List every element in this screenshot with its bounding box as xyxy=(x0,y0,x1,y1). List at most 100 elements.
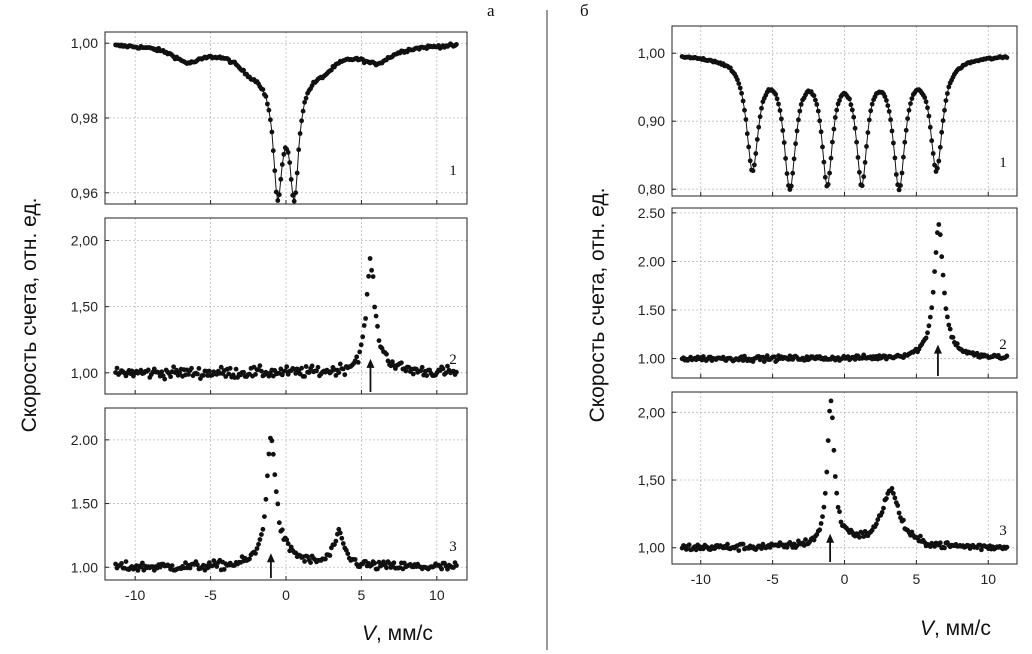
data-point xyxy=(454,563,459,568)
data-point xyxy=(864,144,869,149)
data-point xyxy=(345,551,351,557)
data-point xyxy=(781,140,787,146)
data-point xyxy=(281,151,287,157)
data-point xyxy=(256,541,261,547)
data-point xyxy=(851,114,857,120)
data-point xyxy=(445,363,450,369)
subplot-number: 1 xyxy=(999,155,1007,171)
data-point xyxy=(195,562,200,568)
x-axis-title-b: V, мм/с xyxy=(920,617,991,640)
y-tick-label: 2.00 xyxy=(638,253,665,269)
data-point xyxy=(226,371,232,377)
data-point xyxy=(818,129,824,135)
x-tick-label: 5 xyxy=(912,571,920,587)
data-point xyxy=(288,177,294,182)
data-point xyxy=(746,144,752,150)
data-point xyxy=(375,566,380,572)
data-point xyxy=(940,118,946,123)
data-point xyxy=(740,98,746,104)
y-tick-label: 0,80 xyxy=(638,181,665,197)
data-point xyxy=(855,155,861,160)
data-point xyxy=(830,415,835,421)
data-point xyxy=(376,338,382,343)
data-point xyxy=(399,360,404,366)
data-point xyxy=(937,144,943,150)
data-point xyxy=(263,496,269,502)
data-point xyxy=(257,363,263,369)
data-point xyxy=(308,560,313,565)
y-tick-label: 2,00 xyxy=(71,232,98,248)
data-point xyxy=(327,553,333,558)
data-point xyxy=(935,165,940,171)
data-point xyxy=(135,568,141,573)
data-point xyxy=(832,115,838,120)
data-point xyxy=(932,269,937,274)
data-point xyxy=(119,561,124,566)
x-axis-unit-b: , мм/с xyxy=(934,617,991,640)
data-point xyxy=(253,551,258,556)
data-point xyxy=(861,174,867,180)
data-point xyxy=(254,546,260,551)
data-point xyxy=(339,535,345,541)
data-point xyxy=(756,124,762,130)
data-point xyxy=(925,330,930,336)
x-tick-label: -5 xyxy=(766,571,779,587)
data-point xyxy=(923,335,929,341)
data-point xyxy=(391,560,397,566)
data-point xyxy=(300,108,306,114)
data-point xyxy=(813,97,818,103)
data-point xyxy=(195,371,200,377)
subplot-number: 2 xyxy=(999,337,1007,353)
data-point xyxy=(262,514,267,519)
data-point xyxy=(783,156,788,161)
data-point xyxy=(862,529,868,534)
data-point xyxy=(268,117,273,123)
data-point xyxy=(454,42,459,47)
data-point xyxy=(881,505,886,511)
data-point xyxy=(206,368,212,374)
y-tick-label: 0,98 xyxy=(71,110,98,126)
data-point xyxy=(954,341,960,347)
data-point xyxy=(930,151,936,156)
data-point xyxy=(440,366,446,372)
data-point xyxy=(828,155,834,161)
data-point xyxy=(791,156,797,162)
data-point xyxy=(884,496,889,501)
data-point xyxy=(946,84,952,90)
data-point xyxy=(445,566,450,572)
data-point xyxy=(838,519,844,525)
data-point xyxy=(895,503,901,508)
data-point xyxy=(336,526,342,532)
data-point xyxy=(753,151,759,156)
data-point xyxy=(369,267,374,273)
data-point xyxy=(424,373,430,378)
x-tick-label: 10 xyxy=(429,587,445,603)
data-point xyxy=(848,102,854,108)
data-point xyxy=(385,358,391,364)
data-point xyxy=(196,366,202,371)
data-point xyxy=(278,176,284,182)
data-point xyxy=(439,566,444,572)
data-point xyxy=(825,438,831,443)
data-point xyxy=(918,533,923,539)
data-point xyxy=(403,368,409,374)
data-point xyxy=(939,129,945,135)
data-point xyxy=(752,162,757,168)
data-point xyxy=(266,107,272,113)
data-point xyxy=(375,323,380,329)
data-point xyxy=(138,564,144,570)
data-point xyxy=(342,372,348,378)
data-point xyxy=(926,323,932,329)
data-point xyxy=(314,368,319,374)
data-point xyxy=(817,527,823,533)
data-point xyxy=(837,98,842,103)
data-point xyxy=(159,369,165,375)
data-point xyxy=(265,101,270,107)
data-point xyxy=(265,473,270,479)
data-point xyxy=(299,365,304,371)
data-point xyxy=(942,107,947,113)
data-point xyxy=(891,491,896,496)
data-point xyxy=(902,139,908,145)
data-point xyxy=(764,353,770,359)
